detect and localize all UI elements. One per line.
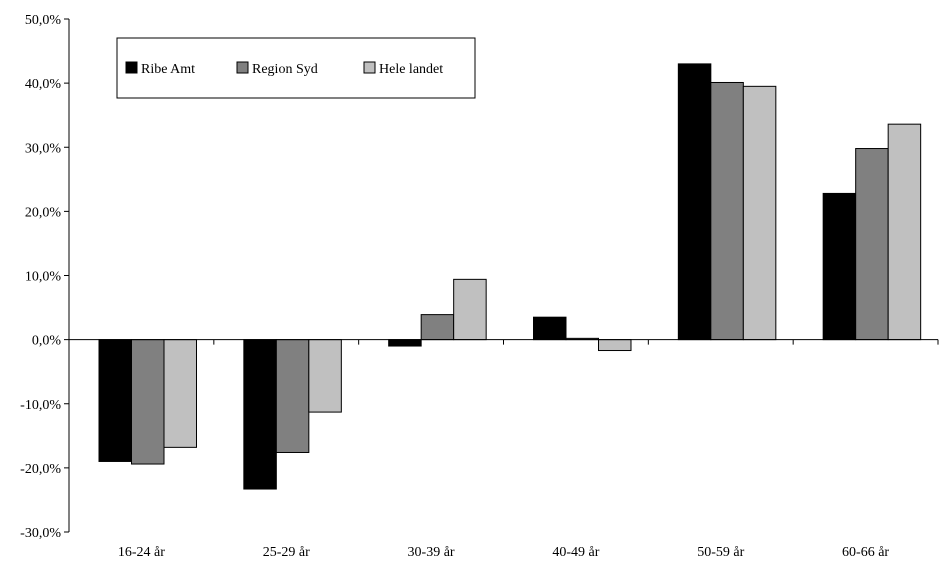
axes xyxy=(68,19,939,532)
bar-hele-landet xyxy=(308,339,342,413)
x-category-label: 25-29 år xyxy=(263,545,310,560)
y-tick-label: 20,0% xyxy=(25,205,62,220)
bar-ribe-amt xyxy=(243,339,277,490)
x-category-label: 40-49 år xyxy=(552,545,599,560)
bar-region-syd xyxy=(855,148,889,341)
bar-hele-landet xyxy=(887,123,922,341)
bar-region-syd xyxy=(420,314,455,341)
bars xyxy=(98,63,922,490)
legend-label: Hele landet xyxy=(379,62,443,77)
y-tick-label: 50,0% xyxy=(25,13,62,28)
x-category-label: 16-24 år xyxy=(118,545,165,560)
bar-region-syd xyxy=(131,339,165,465)
y-tick-label: 0,0% xyxy=(32,334,62,349)
y-axis-ticks: -30,0% -20,0% -10,0% 0,0% 10,0% 20,0% 30,0% 40,… xyxy=(20,13,69,541)
legend-swatch xyxy=(125,61,138,74)
legend-box xyxy=(116,37,476,99)
bar-hele-landet xyxy=(598,339,632,352)
bar-ribe-amt xyxy=(98,339,132,462)
legend-label: Ribe Amt xyxy=(141,62,195,77)
x-category-label: 60-66 år xyxy=(842,545,889,560)
y-tick-label: -30,0% xyxy=(20,526,61,541)
legend: Ribe Amt Region Syd Hele landet xyxy=(116,37,476,99)
x-category-label: 50-59 år xyxy=(697,545,744,560)
legend-label: Region Syd xyxy=(252,62,318,77)
bar-region-syd xyxy=(710,81,744,341)
bar-hele-landet xyxy=(742,85,777,341)
bar-ribe-amt xyxy=(388,339,422,347)
bar-ribe-amt xyxy=(533,316,567,341)
x-axis-labels: 16-24 år 25-29 år 30-39 år 40-49 år 50-59 år… xyxy=(118,545,890,560)
y-tick-label: 30,0% xyxy=(25,141,62,156)
legend-swatch xyxy=(363,61,376,74)
bar-hele-landet xyxy=(163,339,197,448)
bar-region-syd xyxy=(275,339,310,453)
bar-hele-landet xyxy=(453,278,487,341)
y-tick-label: -20,0% xyxy=(20,462,61,477)
y-tick-label: 40,0% xyxy=(25,77,62,92)
bar-ribe-amt xyxy=(822,192,857,341)
x-category-label: 30-39 år xyxy=(408,545,455,560)
bar-ribe-amt xyxy=(677,63,712,341)
legend-swatch xyxy=(236,61,249,74)
y-tick-label: -10,0% xyxy=(20,398,61,413)
y-tick-label: 10,0% xyxy=(25,270,62,285)
